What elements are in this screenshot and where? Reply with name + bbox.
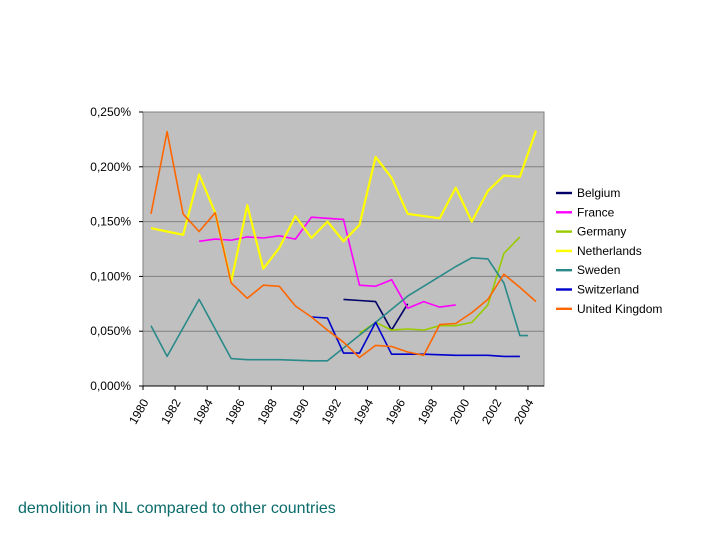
x-tick-label: 2004	[511, 396, 537, 426]
y-tick-label: 0,200%	[90, 160, 131, 174]
x-tick-label: 1986	[222, 396, 248, 426]
x-tick-label: 1982	[158, 396, 184, 426]
y-tick-label: 0,000%	[90, 379, 131, 393]
y-tick-label: 0,250%	[90, 105, 131, 119]
legend-label: Germany	[577, 225, 626, 239]
y-tick-label: 0,100%	[90, 269, 131, 283]
x-axis-ticks: 1980 1982 1984 1986 1988 1990 1992 1994 1996 1998…	[126, 386, 544, 427]
x-tick-label: 1994	[351, 396, 377, 426]
y-axis-ticks: 0,000% 0,050% 0,100% 0,150% 0,200% 0,250%	[90, 105, 143, 393]
x-tick-label: 1996	[383, 396, 409, 426]
legend-label: United Kingdom	[577, 302, 662, 316]
x-tick-label: 2002	[479, 396, 505, 426]
slide-caption: demolition in NL compared to other count…	[18, 500, 336, 518]
x-tick-label: 2000	[447, 396, 473, 426]
x-tick-label: 1984	[190, 396, 216, 426]
x-tick-label: 1990	[287, 396, 313, 426]
y-tick-label: 0,150%	[90, 215, 131, 229]
x-tick-label: 1980	[126, 396, 152, 426]
x-tick-label: 1992	[319, 396, 345, 426]
legend-label: Switzerland	[577, 283, 639, 297]
x-tick-label: 1998	[415, 396, 441, 426]
legend-label: Sweden	[577, 263, 620, 277]
legend-label: Belgium	[577, 186, 620, 200]
legend-label: France	[577, 205, 615, 219]
y-tick-label: 0,050%	[90, 324, 131, 338]
x-tick-label: 1988	[254, 396, 280, 426]
legend-label: Netherlands	[577, 244, 642, 258]
plot-area	[143, 112, 544, 386]
